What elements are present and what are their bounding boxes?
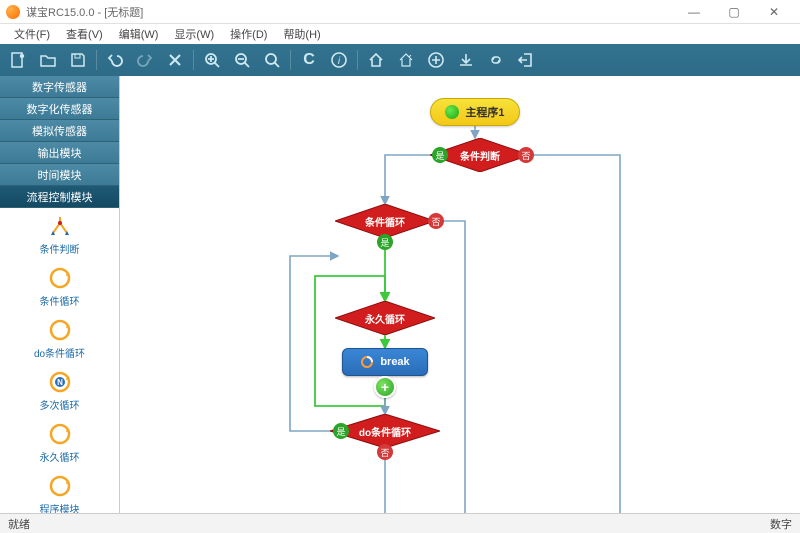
node-break[interactable]: break bbox=[342, 348, 428, 376]
palette-item[interactable]: N 多次循环 bbox=[0, 364, 119, 416]
break-icon bbox=[360, 355, 374, 369]
palette-item[interactable]: 条件判断 bbox=[0, 208, 119, 260]
exit-button[interactable] bbox=[512, 47, 540, 73]
menu-display[interactable]: 显示(W) bbox=[166, 26, 222, 42]
close-button[interactable]: ✕ bbox=[754, 0, 794, 24]
sidebar-category[interactable]: 数字化传感器 bbox=[0, 98, 119, 120]
palette: 条件判断条件循环 do条件循环 N 多次循环永久循环程序模块 bbox=[0, 208, 119, 513]
palette-item[interactable]: 程序模块 bbox=[0, 468, 119, 513]
menu-action[interactable]: 操作(D) bbox=[222, 26, 275, 42]
download-button[interactable] bbox=[452, 47, 480, 73]
zoom-in-button[interactable] bbox=[198, 47, 226, 73]
delete-button[interactable] bbox=[161, 47, 189, 73]
menu-bar: 文件(F) 查看(V) 编辑(W) 显示(W) 操作(D) 帮助(H) bbox=[0, 24, 800, 44]
sidebar-category[interactable]: 模拟传感器 bbox=[0, 120, 119, 142]
node-break-label: break bbox=[380, 356, 409, 368]
arrow-split-icon bbox=[47, 213, 73, 239]
refresh-button[interactable]: C bbox=[295, 47, 323, 73]
home-alt-button[interactable] bbox=[392, 47, 420, 73]
sidebar-category[interactable]: 输出模块 bbox=[0, 142, 119, 164]
palette-item-label: 永久循环 bbox=[40, 449, 80, 464]
info-button[interactable]: i bbox=[325, 47, 353, 73]
minimize-button[interactable]: ― bbox=[674, 0, 714, 24]
node-perm-loop[interactable]: 永久循环 bbox=[335, 301, 435, 335]
palette-item-label: 条件判断 bbox=[40, 241, 80, 256]
new-button[interactable] bbox=[4, 47, 32, 73]
menu-help[interactable]: 帮助(H) bbox=[275, 26, 328, 42]
status-left: 就绪 bbox=[8, 516, 30, 532]
loop-icon bbox=[47, 473, 73, 499]
node-perm-loop-label: 永久循环 bbox=[335, 301, 435, 335]
title-bar: 谋宝RC15.0.0 - [无标题] ― ▢ ✕ bbox=[0, 0, 800, 24]
sidebar-category[interactable]: 流程控制模块 bbox=[0, 186, 119, 208]
node-plus[interactable]: + bbox=[374, 376, 396, 398]
svg-text:N: N bbox=[57, 378, 63, 387]
window-title: 谋宝RC15.0.0 - [无标题] bbox=[26, 4, 143, 20]
palette-item-label: 多次循环 bbox=[40, 397, 80, 412]
palette-item[interactable]: do条件循环 bbox=[0, 312, 119, 364]
svg-text:i: i bbox=[338, 56, 341, 67]
redo-button[interactable] bbox=[131, 47, 159, 73]
sidebar-category[interactable]: 数字传感器 bbox=[0, 76, 119, 98]
loop-n-icon: N bbox=[47, 369, 73, 395]
canvas[interactable]: 主程序1 条件判断 是 否 条件循环 否 是 永久循环 break + bbox=[120, 76, 800, 513]
palette-item-label: do条件循环 bbox=[34, 345, 85, 360]
sidebar: 数字传感器数字化传感器模拟传感器输出模块时间模块流程控制模块 条件判断条件循环 d… bbox=[0, 76, 120, 513]
loop-icon bbox=[47, 265, 73, 291]
open-button[interactable] bbox=[34, 47, 62, 73]
branch-yes: 是 bbox=[333, 423, 349, 439]
node-cond-loop[interactable]: 条件循环 bbox=[335, 204, 435, 238]
branch-yes: 是 bbox=[377, 234, 393, 250]
node-start[interactable]: 主程序1 bbox=[430, 98, 520, 126]
menu-edit[interactable]: 编辑(W) bbox=[111, 26, 167, 42]
link-button[interactable] bbox=[482, 47, 510, 73]
palette-item-label: 条件循环 bbox=[40, 293, 80, 308]
branch-yes: 是 bbox=[432, 147, 448, 163]
maximize-button[interactable]: ▢ bbox=[714, 0, 754, 24]
app-icon bbox=[6, 5, 20, 19]
zoom-fit-button[interactable] bbox=[258, 47, 286, 73]
menu-file[interactable]: 文件(F) bbox=[6, 26, 58, 42]
loop-icon bbox=[47, 317, 73, 343]
palette-item[interactable]: 条件循环 bbox=[0, 260, 119, 312]
branch-no: 否 bbox=[428, 213, 444, 229]
home-button[interactable] bbox=[362, 47, 390, 73]
branch-no: 否 bbox=[377, 444, 393, 460]
status-bar: 就绪 数字 bbox=[0, 513, 800, 533]
palette-item-label: 程序模块 bbox=[40, 501, 80, 514]
branch-no: 否 bbox=[518, 147, 534, 163]
node-cond-loop-label: 条件循环 bbox=[335, 204, 435, 238]
main-area: 数字传感器数字化传感器模拟传感器输出模块时间模块流程控制模块 条件判断条件循环d… bbox=[0, 76, 800, 513]
add-button[interactable] bbox=[422, 47, 450, 73]
node-start-label: 主程序1 bbox=[465, 104, 504, 120]
loop-icon bbox=[47, 421, 73, 447]
start-bullet-icon bbox=[445, 105, 459, 119]
palette-item[interactable]: 永久循环 bbox=[0, 416, 119, 468]
zoom-out-button[interactable] bbox=[228, 47, 256, 73]
menu-view[interactable]: 查看(V) bbox=[58, 26, 111, 42]
status-right: 数字 bbox=[770, 516, 792, 532]
toolbar: C i bbox=[0, 44, 800, 76]
save-button[interactable] bbox=[64, 47, 92, 73]
undo-button[interactable] bbox=[101, 47, 129, 73]
sidebar-category[interactable]: 时间模块 bbox=[0, 164, 119, 186]
